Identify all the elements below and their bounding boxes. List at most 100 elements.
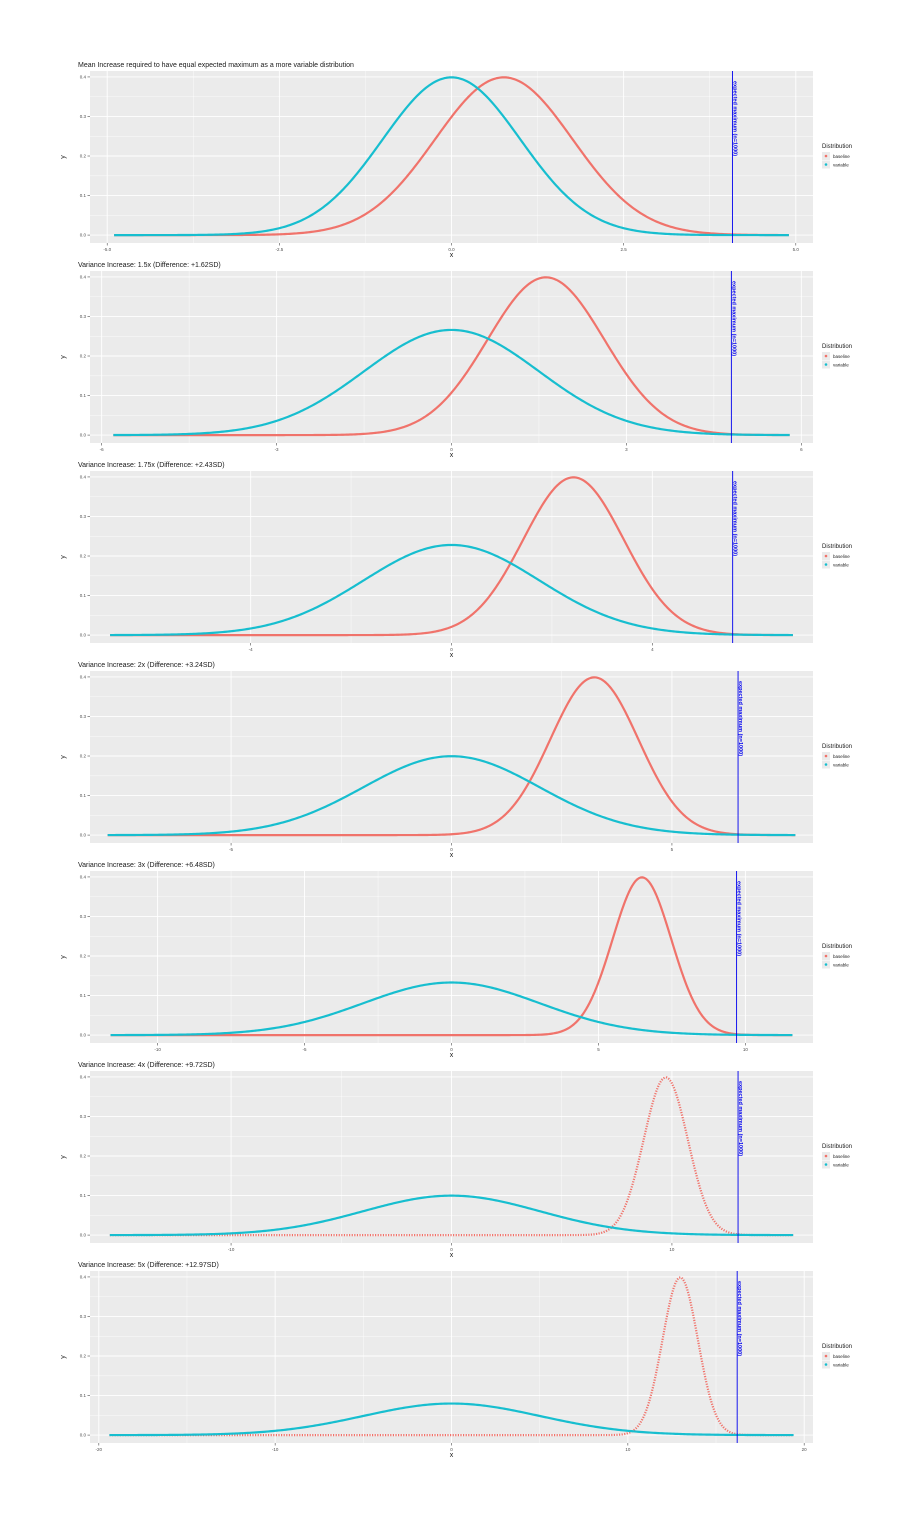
panel-title: Variance Increase: 5x (Difference: +12.9…: [78, 1262, 219, 1269]
x-tick-label: -2.5: [275, 247, 283, 252]
y-tick-label: 0.2: [80, 1154, 87, 1159]
y-axis-title: y: [60, 1355, 67, 1359]
x-tick-label: 2.5: [621, 247, 628, 252]
legend-label-variable: variable: [833, 562, 849, 567]
y-axis-title: y: [60, 355, 67, 359]
legend-label-variable: variable: [833, 1362, 849, 1367]
legend-key-baseline: [824, 154, 828, 158]
x-tick-label: 0: [450, 847, 453, 852]
legend-key-variable: [824, 763, 828, 766]
y-tick-label: 0.2: [80, 1354, 87, 1359]
y-tick-label: 0.3: [80, 1114, 87, 1119]
panel-title: Variance Increase: 1.5x (Difference: +1.…: [78, 262, 221, 269]
legend-label-variable: variable: [833, 162, 849, 167]
legend-key-baseline: [824, 1354, 828, 1358]
expected-maximum-label: expected maximum (n=1000): [730, 281, 736, 356]
variable-curve: [110, 543, 793, 637]
variable-curve: [113, 328, 790, 437]
y-tick-label: 0.4: [80, 275, 87, 280]
expected-maximum-label: expected maximum (n=1000): [736, 1281, 742, 1356]
legend-key-baseline: [824, 954, 828, 958]
legend-title: Distribution: [822, 944, 852, 950]
y-axis-title: y: [60, 155, 67, 159]
legend-title: Distribution: [822, 144, 852, 150]
x-tick-label: 4: [651, 647, 654, 652]
expected-maximum-label: expected maximum (n=1000): [737, 681, 743, 756]
variable-curve: [109, 1194, 794, 1237]
x-tick-label: -10: [272, 1447, 279, 1452]
y-tick-label: 0.1: [80, 793, 87, 798]
y-tick-label: 0.4: [80, 875, 87, 880]
legend-title: Distribution: [822, 1344, 852, 1350]
legend-label-variable: variable: [833, 362, 849, 367]
x-tick-label: 0: [450, 447, 453, 452]
x-tick-label: -6: [100, 447, 104, 452]
legend-label-baseline: baseline: [833, 954, 850, 959]
y-tick-label: 0.0: [80, 1033, 87, 1038]
x-tick-label: 6: [800, 447, 803, 452]
legend-key-baseline: [824, 554, 828, 558]
y-tick-label: 0.2: [80, 954, 87, 959]
legend-title: Distribution: [822, 744, 852, 750]
y-tick-label: 0.1: [80, 593, 87, 598]
y-tick-label: 0.3: [80, 714, 87, 719]
x-tick-label: 10: [669, 1247, 675, 1252]
y-tick-label: 0.3: [80, 314, 87, 319]
x-tick-label: 0: [450, 1447, 453, 1452]
legend-label-variable: variable: [833, 1162, 849, 1167]
y-tick-label: 0.4: [80, 1275, 87, 1280]
y-tick-label: 0.4: [80, 1075, 87, 1080]
legend-key-baseline: [824, 1154, 828, 1158]
y-tick-label: 0.0: [80, 833, 87, 838]
y-tick-label: 0.0: [80, 1233, 87, 1238]
y-tick-label: 0.0: [80, 233, 87, 238]
y-tick-label: 0.2: [80, 554, 87, 559]
legend-key-variable: [824, 1363, 828, 1366]
legend-label-baseline: baseline: [833, 354, 850, 359]
y-tick-label: 0.4: [80, 75, 87, 80]
baseline-curve: [110, 876, 793, 1037]
expected-maximum-label: expected maximum (n=1000): [736, 881, 742, 956]
x-tick-label: -4: [249, 647, 253, 652]
y-axis-title: y: [60, 555, 67, 559]
x-tick-label: 5.0: [793, 247, 800, 252]
chart-panel-5: Variance Increase: 3x (Difference: +6.48…: [60, 862, 852, 1059]
expected-maximum-label: expected maximum (n=1000): [731, 81, 737, 156]
legend-label-baseline: baseline: [833, 554, 850, 559]
chart-panel-7: Variance Increase: 5x (Difference: +12.9…: [60, 1262, 852, 1459]
legend-label-baseline: baseline: [833, 154, 850, 159]
legend-key-baseline: [824, 354, 828, 358]
x-tick-label: -5: [303, 1047, 307, 1052]
chart-panel-2: Variance Increase: 1.5x (Difference: +1.…: [60, 262, 852, 459]
chart-panel-6: Variance Increase: 4x (Difference: +9.72…: [60, 1062, 852, 1259]
x-axis-title: x: [450, 252, 454, 259]
chart-panel-3: Variance Increase: 1.75x (Difference: +2…: [60, 462, 852, 659]
baseline-curve: [110, 476, 793, 637]
x-tick-label: 20: [802, 1447, 808, 1452]
baseline-curve: [107, 676, 796, 837]
legend-label-baseline: baseline: [833, 1354, 850, 1359]
legend-label-variable: variable: [833, 962, 849, 967]
panel-title: Variance Increase: 1.75x (Difference: +2…: [78, 462, 225, 469]
x-tick-label: -10: [228, 1247, 235, 1252]
y-tick-label: 0.2: [80, 754, 87, 759]
x-axis-title: x: [450, 1252, 454, 1259]
x-tick-label: -5.0: [103, 247, 111, 252]
y-tick-label: 0.3: [80, 514, 87, 519]
panel-title: Variance Increase: 2x (Difference: +3.24…: [78, 662, 215, 669]
legend-label-baseline: baseline: [833, 1154, 850, 1159]
expected-maximum-label: expected maximum (n=1000): [737, 1081, 743, 1156]
x-axis-title: x: [450, 652, 454, 659]
y-axis-title: y: [60, 755, 67, 759]
baseline-curve: [109, 1276, 794, 1437]
x-axis-title: x: [450, 852, 454, 859]
x-tick-label: 0.0: [448, 247, 455, 252]
y-tick-label: 0.1: [80, 1393, 87, 1398]
y-axis-title: y: [60, 955, 67, 959]
x-tick-label: -3: [275, 447, 279, 452]
variable-curve: [109, 1402, 794, 1437]
y-tick-label: 0.2: [80, 354, 87, 359]
y-axis-title: y: [60, 1155, 67, 1159]
